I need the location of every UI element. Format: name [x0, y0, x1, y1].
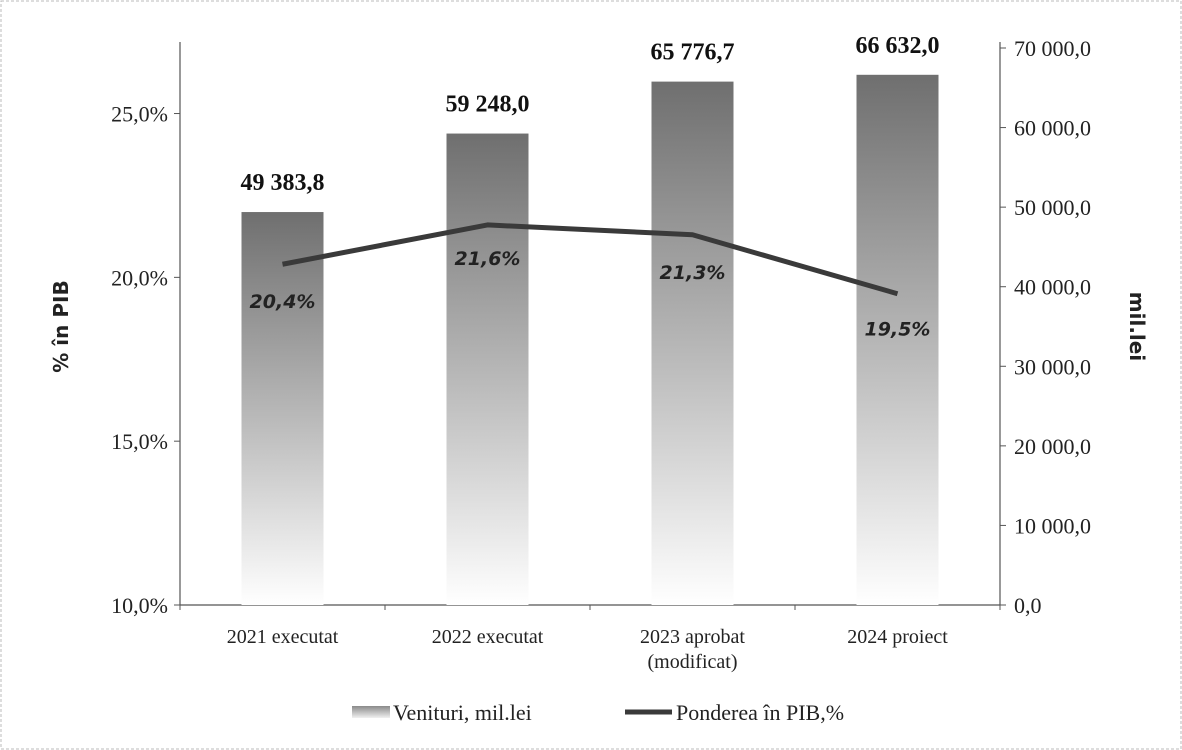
line-value-label: 20,4% — [250, 291, 316, 313]
legend-line-label: Ponderea în PIB,% — [676, 700, 844, 725]
right-tick-label: 30 000,0 — [1014, 354, 1091, 379]
left-tick-label: 20,0% — [111, 265, 168, 290]
bar — [856, 74, 939, 605]
right-tick-label: 70 000,0 — [1014, 36, 1091, 61]
right-tick-label: 40 000,0 — [1014, 275, 1091, 300]
line-value-label: 21,6% — [455, 248, 521, 270]
pib-share-line — [282, 222, 899, 297]
left-tick-label: 25,0% — [111, 102, 168, 127]
bar-value-label: 49 383,8 — [241, 170, 325, 196]
right-tick-label: 10 000,0 — [1014, 513, 1091, 538]
left-tick-label: 15,0% — [111, 429, 168, 454]
left-tick-label: 10,0% — [111, 593, 168, 618]
bar — [241, 212, 324, 605]
line-value-label: 19,5% — [865, 319, 931, 341]
x-category-label: 2021 executat — [227, 626, 339, 648]
line-value-label: 21,3% — [660, 262, 726, 284]
right-axis-title: mil.lei — [1125, 292, 1149, 361]
legend-bar-swatch — [352, 706, 390, 718]
right-tick-label: 50 000,0 — [1014, 195, 1091, 220]
bar-value-label: 65 776,7 — [651, 40, 735, 66]
bar-value-label: 66 632,0 — [856, 33, 940, 59]
right-tick-label: 0,0 — [1014, 593, 1042, 618]
right-tick-label: 20 000,0 — [1014, 434, 1091, 459]
bar — [446, 133, 529, 605]
x-category-label: 2024 proiect — [847, 626, 948, 648]
x-category-label: (modificat) — [648, 651, 738, 673]
right-tick-label: 60 000,0 — [1014, 116, 1091, 141]
legend-bar-label: Venituri, mil.lei — [393, 700, 532, 725]
x-category-label: 2023 aprobat — [640, 626, 745, 648]
bar-value-label: 59 248,0 — [446, 92, 530, 118]
left-axis-title: % în PIB — [49, 280, 73, 372]
x-category-label: 2022 executat — [432, 626, 544, 648]
bar — [651, 81, 734, 605]
